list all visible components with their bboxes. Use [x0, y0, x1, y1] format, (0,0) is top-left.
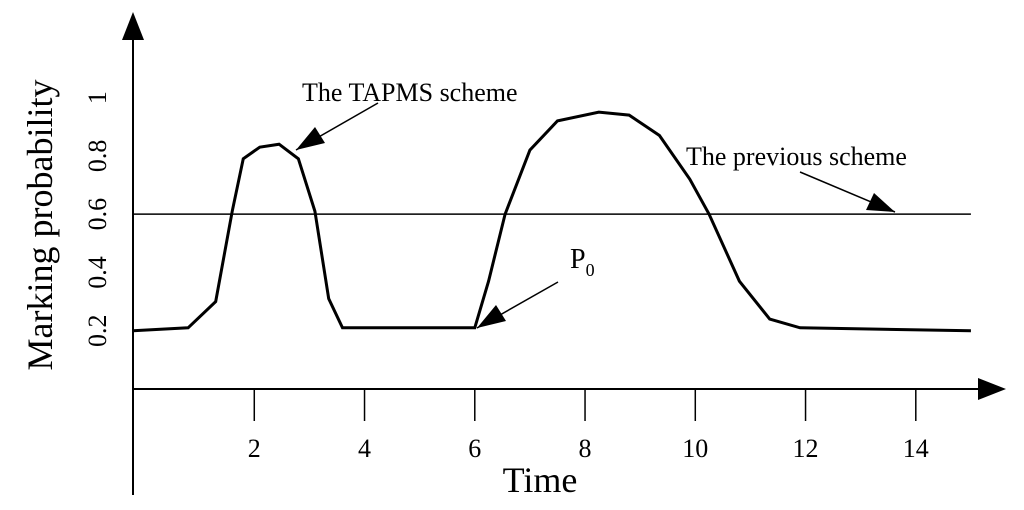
x-tick-label: 10: [682, 434, 708, 463]
legend-label: The TAPMS scheme: [302, 78, 518, 107]
x-tick-label: 12: [793, 434, 819, 463]
x-tick-label: 14: [903, 434, 929, 463]
x-axis-label: Time: [503, 460, 578, 500]
y-axis-arrow: [122, 12, 144, 40]
x-tick-label: 8: [579, 434, 592, 463]
annotation: P0: [570, 244, 595, 280]
arrowhead: [866, 193, 895, 212]
y-tick-label: 0.4: [83, 256, 112, 289]
arrowhead: [296, 127, 325, 150]
legend-label: The previous scheme: [686, 142, 907, 171]
x-axis-arrow: [978, 378, 1006, 400]
y-tick-label: 1: [83, 91, 112, 104]
y-tick-label: 0.8: [83, 140, 112, 173]
x-tick-label: 4: [358, 434, 371, 463]
annotation-subscript: 0: [586, 260, 595, 280]
x-tick-label: 6: [468, 434, 481, 463]
arrowhead: [477, 305, 506, 328]
annotation-text: P: [570, 244, 586, 275]
y-tick-label: 0.6: [83, 198, 112, 231]
x-tick-label: 2: [248, 434, 261, 463]
y-tick-label: 0.2: [83, 314, 112, 347]
y-axis-label: Marking probability: [20, 80, 60, 371]
